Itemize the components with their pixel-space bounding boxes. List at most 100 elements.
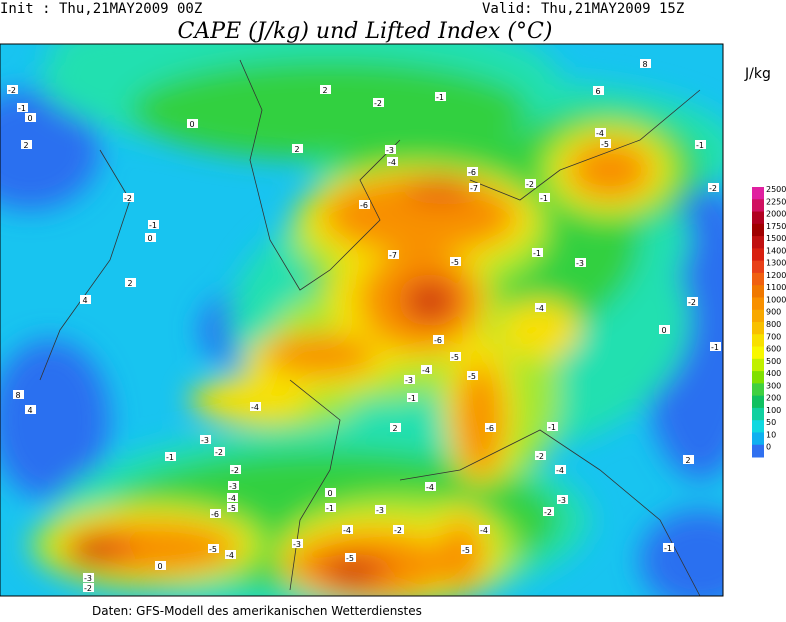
colorbar-label: 1100 [766, 283, 786, 292]
contour-label: -3 [84, 574, 92, 583]
label-box [200, 435, 211, 444]
label-box [125, 278, 136, 287]
label-box [83, 573, 94, 582]
label-box [525, 179, 536, 188]
label-box [557, 495, 568, 504]
label-box [342, 525, 353, 534]
contour-label: -4 [480, 526, 488, 535]
contour-label: 2 [322, 86, 327, 95]
contour-label: -1 [166, 453, 174, 462]
label-box [359, 200, 370, 209]
colorbar-swatch [752, 432, 764, 446]
colorbar-label: 400 [766, 369, 781, 378]
contour-label: 0 [27, 114, 32, 123]
label-box [228, 481, 239, 490]
contour-label: -1 [696, 141, 704, 150]
label-box [210, 509, 221, 518]
label-box [187, 119, 198, 128]
colorbar-label: 1400 [766, 246, 786, 255]
field-area [438, 523, 482, 587]
label-box [208, 544, 219, 553]
contour-label: -5 [451, 258, 459, 267]
label-box [25, 113, 36, 122]
label-box [13, 390, 24, 399]
colorbar-swatch [752, 444, 764, 458]
colorbar-swatch [752, 272, 764, 286]
contour-label: -1 [408, 394, 416, 403]
label-box [390, 423, 401, 432]
colorbar-swatch [752, 334, 764, 348]
colorbar-swatch [752, 297, 764, 311]
contour-label: -1 [533, 249, 541, 258]
contour-label: 6 [595, 87, 600, 96]
field-area [50, 44, 250, 80]
colorbar-swatch [752, 199, 764, 213]
colorbar-swatch [752, 322, 764, 335]
label-box [575, 258, 586, 267]
contour-label: -1 [540, 194, 548, 203]
label-box [469, 183, 480, 192]
contour-label: -4 [228, 494, 236, 503]
contour-label: -2 [231, 466, 239, 475]
contour-label: -6 [360, 201, 368, 210]
contour-label: -2 [8, 86, 16, 95]
cape-field [0, 44, 723, 596]
colorbar-swatch [752, 187, 764, 200]
contour-label: -6 [468, 168, 476, 177]
colorbar-label: 500 [766, 357, 781, 366]
label-box [155, 561, 166, 570]
contour-label: -3 [386, 146, 394, 155]
colorbar-swatch [752, 346, 764, 360]
field-area [405, 176, 475, 204]
label-box [695, 140, 706, 149]
contour-label: -7 [389, 251, 397, 260]
contour-label: -2 [526, 180, 534, 189]
map-frame [0, 43, 724, 597]
colorbar-label: 0 [766, 443, 771, 452]
contour-label: -2 [124, 194, 132, 203]
label-box [595, 128, 606, 137]
contour-label: -5 [468, 372, 476, 381]
coastlines [39, 59, 701, 596]
label-box [373, 98, 384, 107]
label-box [543, 507, 554, 516]
label-box [663, 543, 674, 552]
contour-label: -4 [422, 366, 430, 375]
contour-label: -5 [209, 545, 217, 554]
contour-label: 0 [157, 562, 162, 571]
contour-label: -2 [688, 298, 696, 307]
label-box [17, 103, 28, 112]
colorbar-swatch [752, 407, 764, 421]
contour-label: -3 [201, 436, 209, 445]
contour-label: -2 [84, 584, 92, 593]
label-box [539, 193, 550, 202]
label-box [547, 422, 558, 431]
label-box [325, 488, 336, 497]
label-box [421, 365, 432, 374]
colorbar-label: 200 [766, 394, 781, 403]
label-box [467, 167, 478, 176]
label-box [325, 503, 336, 512]
label-box [555, 465, 566, 474]
colorbar-label: 2250 [766, 197, 786, 206]
contour-label: -4 [226, 551, 234, 560]
colorbar-label: 100 [766, 406, 781, 415]
init-time: Init : Thu,21MAY2009 00Z [0, 1, 202, 17]
label-box [593, 86, 604, 95]
contour-label: -1 [326, 504, 334, 513]
contour-label: -1 [711, 343, 719, 352]
label-box [479, 525, 490, 534]
contour-label: 8 [15, 391, 20, 400]
field-area [0, 90, 100, 210]
label-box [227, 493, 238, 502]
label-box [227, 503, 238, 512]
contour-label: -2 [709, 184, 717, 193]
colorbar-swatch [752, 371, 764, 384]
contour-label: 0 [189, 120, 194, 129]
colorbar-label: 1300 [766, 259, 786, 268]
contour-label: -6 [211, 510, 219, 519]
contour-label: -5 [462, 546, 470, 555]
contour-label: -4 [596, 129, 604, 138]
unit: J/kg [744, 66, 771, 82]
